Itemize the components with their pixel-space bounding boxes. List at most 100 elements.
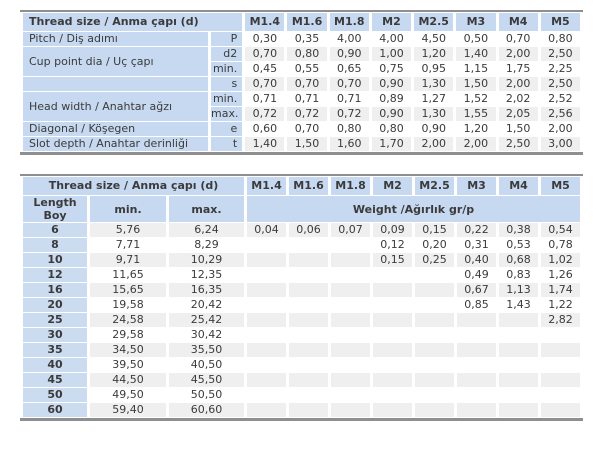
weight-cell [499, 388, 539, 402]
min-cell: 19,58 [90, 298, 166, 312]
weight-cell [415, 403, 455, 417]
min-cell: 29,58 [90, 328, 166, 342]
weight-cell: 2,82 [541, 313, 581, 327]
dimensions-table: Thread size / Anma çapı (d) M1.4 M1.6 M1… [20, 12, 583, 152]
table-row: 20 19,58 20,42 0,85 1,43 1,22 [23, 298, 581, 312]
value-cell: 2,52 [540, 92, 580, 106]
weight-cell: 0,25 [415, 253, 455, 267]
max-cell: 35,50 [169, 343, 245, 357]
weight-cell [373, 358, 413, 372]
table-row: 8 7,71 8,29 0,12 0,20 0,31 0,53 0,78 [23, 238, 581, 252]
value-cell: 0,45 [245, 62, 285, 76]
min-cell: 24,58 [90, 313, 166, 327]
weight-cell: 0,40 [457, 253, 497, 267]
weight-cell [289, 238, 329, 252]
weight-cell [499, 328, 539, 342]
weight-cell [457, 343, 497, 357]
value-cell: 4,00 [371, 32, 412, 46]
max-cell: 20,42 [169, 298, 245, 312]
weight-cell [415, 358, 455, 372]
weight-cell [289, 253, 329, 267]
table-row: 45 44,50 45,50 [23, 373, 581, 387]
value-cell: 1,75 [498, 62, 538, 76]
weight-cell [331, 283, 371, 297]
value-cell: 0,65 [329, 62, 369, 76]
length-cell: 6 [23, 223, 87, 237]
length-cell: 45 [23, 373, 87, 387]
min-cell: 34,50 [90, 343, 166, 357]
value-cell: 1,20 [414, 47, 454, 61]
weight-cell [415, 373, 455, 387]
table-row: Cup point dia / Uç çapı d2 0,70 0,80 0,90 1,0… [23, 47, 580, 76]
weight-cell [457, 373, 497, 387]
length-cell: 8 [23, 238, 87, 252]
max-cell: 8,29 [169, 238, 245, 252]
min-cell: 15,65 [90, 283, 166, 297]
weight-cell: 0,22 [457, 223, 497, 237]
weight-cell [373, 388, 413, 402]
size-column-header: M2.5 [415, 177, 455, 195]
value-cell: 0,30 [245, 32, 285, 46]
weight-cell [373, 283, 413, 297]
weight-cell [457, 388, 497, 402]
value-cell: 2,00 [540, 122, 580, 136]
weight-cell: 1,22 [541, 298, 581, 312]
value-cell: 1,30 [414, 107, 454, 121]
min-cell: 49,50 [90, 388, 166, 402]
value-cell: 0,70 [245, 77, 285, 91]
weight-cell [247, 298, 287, 312]
weight-cell [373, 268, 413, 282]
weight-cell [541, 328, 581, 342]
value-cell: 0,90 [329, 47, 369, 61]
weight-cell [247, 238, 287, 252]
value-cell: 2,00 [498, 77, 538, 91]
weight-cell: 0,83 [499, 268, 539, 282]
table-header-row: Thread size / Anma çapı (d) M1.4 M1.6 M1… [23, 13, 580, 31]
length-column-header: Length Boy [23, 196, 87, 222]
value-cell: 0,90 [414, 122, 454, 136]
max-column-header: max. [169, 196, 245, 222]
weight-cell [247, 283, 287, 297]
table-row: 35 34,50 35,50 [23, 343, 581, 357]
weight-cell [331, 253, 371, 267]
size-column-header: M1.8 [331, 177, 371, 195]
weight-cell [331, 343, 371, 357]
length-label-en: Length [33, 196, 77, 209]
weight-cell: 0,04 [247, 223, 287, 237]
table-row: 12 11,65 12,35 0,49 0,83 1,26 [23, 268, 581, 282]
value-cell: 1,00 [371, 47, 412, 61]
lengths-weights-table: Thread size / Anma çapı (d) M1.4 M1.6 M1… [20, 176, 583, 418]
length-cell: 40 [23, 358, 87, 372]
weight-cell [415, 388, 455, 402]
min-cell: 44,50 [90, 373, 166, 387]
length-cell: 35 [23, 343, 87, 357]
min-cell: 5,76 [90, 223, 166, 237]
weight-cell [415, 283, 455, 297]
weight-cell [541, 403, 581, 417]
max-cell: 16,35 [169, 283, 245, 297]
row-label: Slot depth / Anahtar derinliği [23, 137, 209, 151]
table-row: Diagonal / Köşegen e 0,60 0,70 0,80 0,80 0,90 1… [23, 122, 580, 136]
weight-cell: 0,78 [541, 238, 581, 252]
max-cell: 50,50 [169, 388, 245, 402]
length-label-tr: Boy [43, 209, 67, 222]
weight-cell [415, 328, 455, 342]
dimensions-table-wrapper: Thread size / Anma çapı (d) M1.4 M1.6 M1… [20, 10, 583, 155]
size-column-header: M2 [371, 13, 412, 31]
weight-cell: 0,12 [373, 238, 413, 252]
weight-cell [247, 268, 287, 282]
value-cell: 0,72 [245, 107, 285, 121]
value-cell: 0,55 [287, 62, 327, 76]
weight-cell [247, 253, 287, 267]
min-cell: 7,71 [90, 238, 166, 252]
table-row: 60 59,40 60,60 [23, 403, 581, 417]
weight-cell [373, 298, 413, 312]
weight-cell [247, 388, 287, 402]
max-cell: 40,50 [169, 358, 245, 372]
max-cell: 30,42 [169, 328, 245, 342]
weight-cell [289, 343, 329, 357]
table-row: Pitch / Diş adımı P 0,30 0,35 4,00 4,00 4,50 0,… [23, 32, 580, 46]
min-column-header: min. [90, 196, 166, 222]
size-column-header: M1.4 [247, 177, 287, 195]
value-cell: 0,71 [287, 92, 327, 106]
